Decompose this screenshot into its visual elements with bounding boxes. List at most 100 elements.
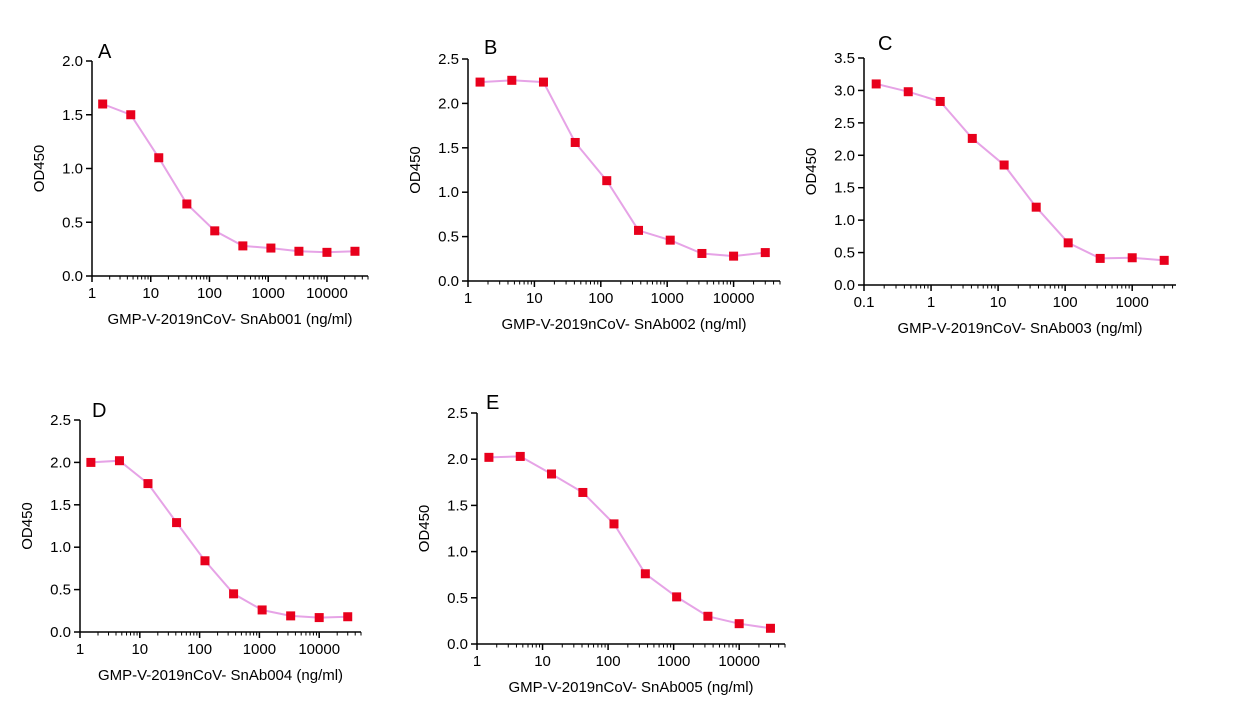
data-point	[154, 153, 164, 163]
data-point	[484, 452, 494, 462]
data-point	[314, 613, 324, 623]
y-tick-label: 2.0	[834, 147, 855, 164]
data-point	[999, 160, 1009, 170]
x-tick-label: 100	[588, 290, 613, 307]
data-point	[570, 137, 580, 147]
x-tick-label: 10	[534, 653, 551, 670]
series-line	[488, 455, 771, 630]
data-point	[547, 469, 557, 479]
x-tick-label: 0.1	[854, 294, 875, 311]
y-tick-label: 3.5	[834, 50, 855, 67]
data-point	[578, 487, 588, 497]
panel-c: 0.0 0.5 1.0 1.5 2.0 2.5 3.0 3.5 0.1 1 10 100 1000 GMP…	[803, 33, 1176, 337]
x-tick-label: 10	[990, 294, 1007, 311]
y-tick-label: 2.5	[438, 51, 459, 68]
x-axis-label: GMP-V-2019nCoV- SnAb001 (ng/ml)	[107, 311, 352, 328]
data-point	[238, 241, 248, 251]
x-tick-label: 1000	[243, 641, 276, 658]
y-tick-label: 2.0	[447, 451, 468, 468]
x-tick-label: 100	[197, 285, 222, 302]
data-point	[903, 87, 913, 97]
data-point	[210, 226, 220, 236]
y-tick-label: 1.0	[447, 544, 468, 561]
x-tick-label: 1000	[1116, 294, 1149, 311]
y-axis-label: OD450	[19, 502, 36, 550]
x-tick-label: 10	[526, 290, 543, 307]
data-point	[229, 589, 239, 599]
y-tick-label: 1.0	[834, 212, 855, 229]
x-tick-label: 10000	[713, 290, 755, 307]
y-tick-label: 2.5	[834, 115, 855, 132]
data-point	[515, 451, 525, 461]
y-tick-label: 1.0	[438, 184, 459, 201]
data-point	[475, 77, 485, 87]
y-tick-label: 0.5	[50, 582, 71, 599]
x-tick-label: 1000	[252, 285, 285, 302]
x-axis-label: GMP-V-2019nCoV- SnAb003 (ng/ml)	[897, 320, 1142, 337]
panel-letter: D	[92, 400, 106, 422]
y-tick-label: 2.5	[50, 412, 71, 429]
data-point	[760, 248, 770, 258]
data-point	[182, 199, 192, 209]
data-point	[266, 243, 276, 253]
data-point	[871, 79, 881, 89]
y-axis-label: OD450	[31, 145, 48, 193]
y-axis-label: OD450	[803, 148, 820, 196]
x-tick-label: 10000	[718, 653, 760, 670]
data-point	[1127, 253, 1137, 263]
x-tick-label: 1000	[657, 653, 690, 670]
y-tick-label: 0.5	[447, 590, 468, 607]
data-point	[734, 619, 744, 629]
x-tick-label: 10	[142, 285, 159, 302]
data-point	[143, 479, 153, 489]
x-axis-label: GMP-V-2019nCoV- SnAb002 (ng/ml)	[501, 316, 746, 333]
y-tick-label: 2.0	[50, 454, 71, 471]
y-tick-label: 2.0	[62, 53, 83, 70]
data-point	[286, 611, 296, 621]
x-tick-label: 10000	[298, 641, 340, 658]
x-tick-label: 10000	[306, 285, 348, 302]
y-tick-label: 1.0	[50, 539, 71, 556]
data-point	[602, 176, 612, 186]
data-point	[126, 110, 136, 120]
data-point	[609, 519, 619, 529]
y-tick-label: 0.0	[50, 624, 71, 641]
y-axis-label: OD450	[416, 505, 433, 553]
y-tick-label: 2.5	[447, 405, 468, 422]
panel-letter: E	[486, 392, 499, 414]
y-tick-label: 1.5	[62, 107, 83, 124]
y-tick-label: 1.5	[438, 140, 459, 157]
data-point	[350, 246, 360, 256]
data-point	[640, 569, 650, 579]
x-tick-label: 100	[1053, 294, 1078, 311]
y-tick-label: 0.0	[834, 277, 855, 294]
x-axis-label: GMP-V-2019nCoV- SnAb004 (ng/ml)	[98, 667, 343, 684]
x-tick-label: 1000	[651, 290, 684, 307]
data-point	[634, 225, 644, 235]
data-point	[98, 99, 108, 109]
data-point	[172, 518, 182, 528]
series-line	[90, 459, 348, 619]
panel-a: 0.0 0.5 1.0 1.5 2.0 1 10 100 1000 10000 GMP-V-2019…	[31, 41, 369, 328]
series-line	[480, 79, 766, 258]
y-tick-label: 1.5	[50, 497, 71, 514]
x-tick-label: 1	[88, 285, 96, 302]
x-tick-label: 1	[927, 294, 935, 311]
data-point	[697, 248, 707, 258]
x-tick-label: 100	[187, 641, 212, 658]
data-point	[343, 612, 353, 622]
data-point	[665, 235, 675, 245]
data-point	[114, 456, 124, 466]
data-point	[294, 246, 304, 256]
x-axis-label: GMP-V-2019nCoV- SnAb005 (ng/ml)	[508, 679, 753, 696]
x-tick-label: 100	[596, 653, 621, 670]
data-point	[935, 96, 945, 106]
data-point	[1095, 253, 1105, 263]
x-tick-label: 1	[473, 653, 481, 670]
panel-letter: A	[98, 41, 112, 63]
data-point	[672, 592, 682, 602]
y-tick-label: 0.0	[438, 273, 459, 290]
data-point	[1063, 238, 1073, 248]
panel-e: 0.0 0.5 1.0 1.5 2.0 2.5 1 10 100 1000 10000 GMP-V-2…	[416, 392, 786, 696]
